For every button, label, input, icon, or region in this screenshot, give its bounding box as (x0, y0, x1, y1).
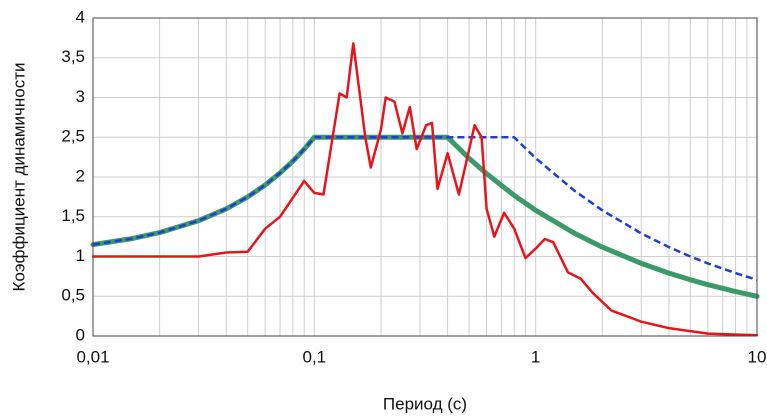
plot-frame (92, 17, 758, 337)
series-layer (90, 42, 760, 337)
y-tick-label: 3 (76, 87, 85, 106)
y-tick-label: 0,5 (61, 286, 85, 305)
x-tick-label: 10 (748, 347, 767, 366)
y-tick-label: 1 (76, 246, 85, 265)
x-tick-label: 1 (531, 347, 540, 366)
x-tick-label: 0,01 (76, 347, 109, 366)
series-line (91, 42, 759, 337)
x-axis-label: Период (с) (383, 394, 467, 413)
x-tick-label: 0,1 (303, 347, 327, 366)
grid (92, 17, 758, 337)
y-tick-label: 2,5 (61, 127, 85, 146)
y-tick-label: 4 (76, 7, 85, 26)
y-tick-label: 0 (76, 325, 85, 344)
y-tick-label: 1,5 (61, 206, 85, 225)
y-axis-label: Коэффициент динамичности (9, 62, 28, 291)
y-tick-label: 3,5 (61, 47, 85, 66)
series-line (92, 136, 758, 281)
y-tick-label: 2 (76, 166, 85, 185)
